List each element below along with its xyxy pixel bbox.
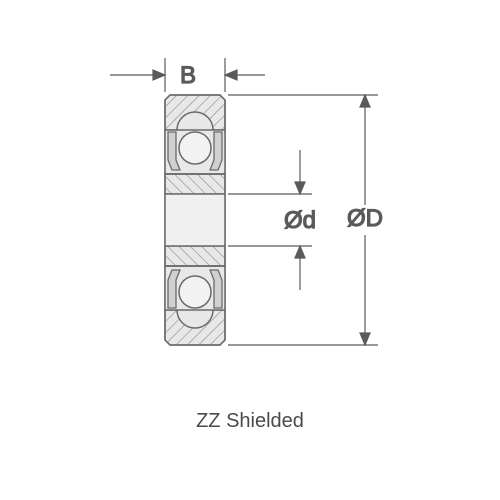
upper-inner-race (165, 174, 225, 194)
diagram-canvas: B Ød ØD ZZ Shielded (0, 0, 500, 500)
dimension-d: Ød (228, 150, 316, 290)
bore-face (165, 194, 225, 246)
label-B: B (180, 62, 196, 89)
label-d: Ød (284, 207, 316, 234)
upper-ball (179, 132, 211, 164)
diagram-caption: ZZ Shielded (0, 410, 500, 433)
lower-ball (179, 276, 211, 308)
bearing-cross-section (165, 95, 225, 345)
dimension-B: B (110, 58, 265, 92)
label-D: ØD (347, 205, 383, 232)
lower-inner-race (165, 246, 225, 266)
